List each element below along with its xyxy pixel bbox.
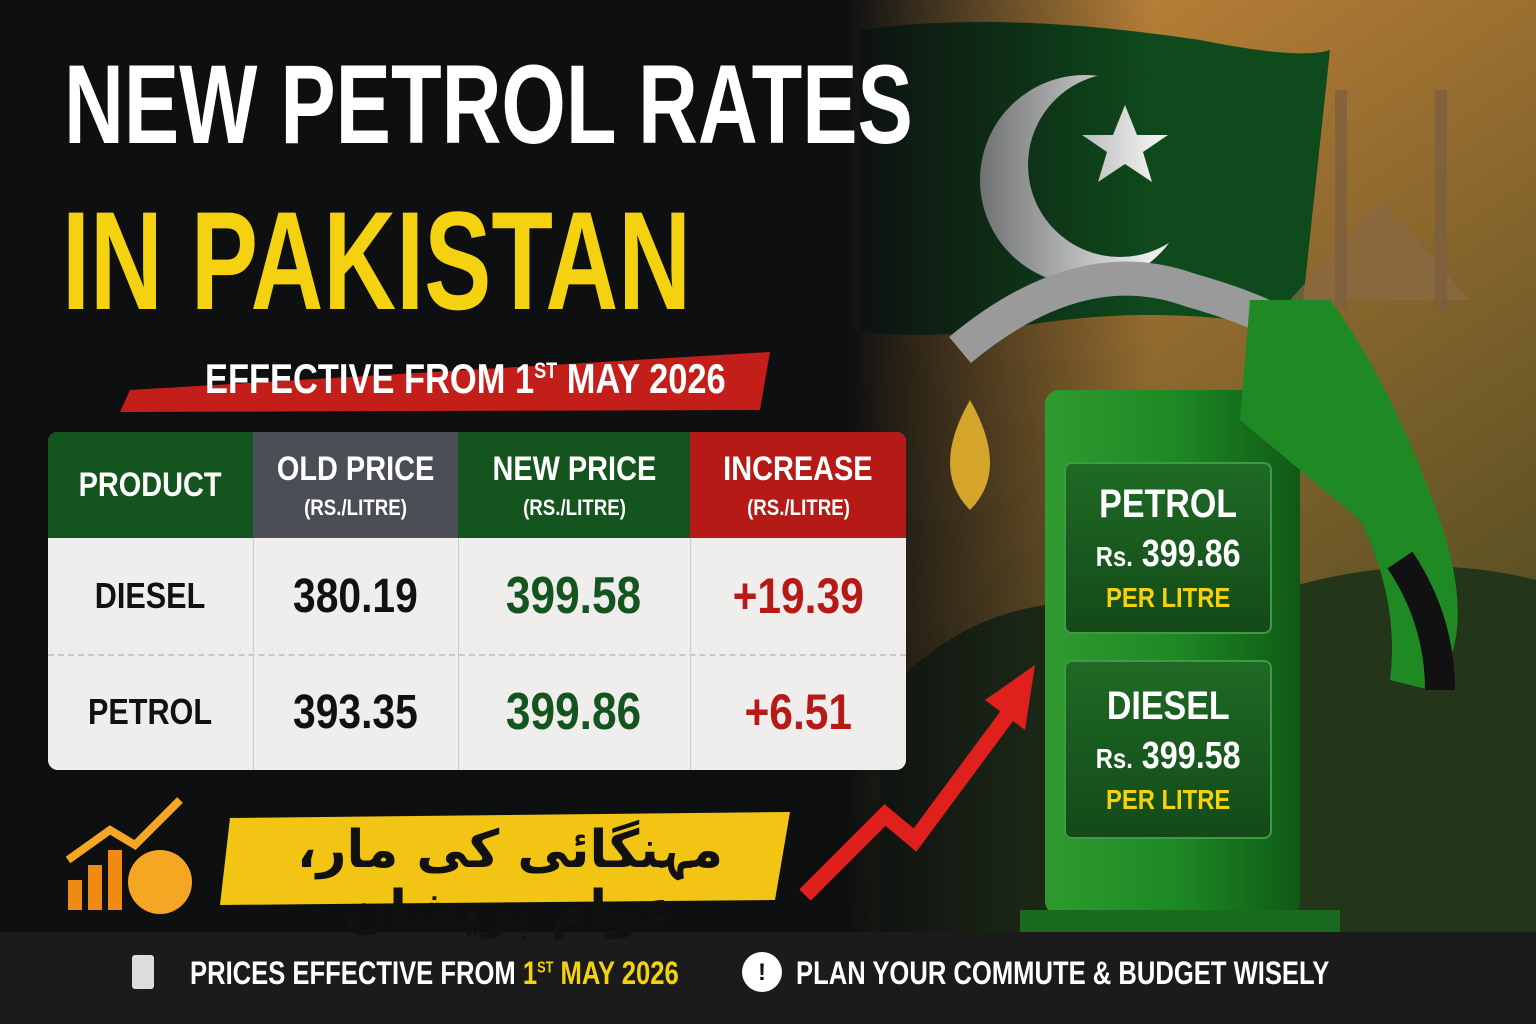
title-line1: NEW PETROL RATES [64, 42, 913, 167]
product-name: DIESEL [95, 575, 206, 616]
col-divider [253, 538, 254, 770]
footer-prefix: PRICES EFFECTIVE FROM [190, 955, 523, 991]
price-value: +6.51 [744, 684, 852, 740]
price-value: 399.58 [506, 567, 642, 625]
footer-left: PRICES EFFECTIVE FROM 1ST MAY 2026 [190, 955, 679, 992]
table-cell: +19.39 [690, 538, 906, 654]
sign-product: DIESEL [1106, 683, 1230, 728]
price-value: 399.86 [506, 683, 642, 741]
pump-sign: PETROL Rs. 399.86 PER LITRE [1064, 462, 1272, 634]
table-cell: +6.51 [690, 654, 906, 770]
footer-right: PLAN YOUR COMMUTE & BUDGET WISELY [796, 955, 1330, 991]
table-cell: 399.58 [458, 538, 690, 654]
sign-price-line: Rs. 399.86 [1096, 533, 1241, 576]
header-cell: NEW PRICE (RS./LITRE) [458, 432, 690, 538]
price-value: 393.35 [293, 685, 418, 739]
header-cell: OLD PRICE (RS./LITRE) [253, 432, 458, 538]
sign-price: 399.58 [1141, 734, 1241, 777]
sign-unit: PER LITRE [1105, 582, 1231, 613]
col-divider [690, 538, 691, 770]
sign-product: PETROL [1099, 482, 1237, 526]
row-divider [48, 654, 906, 656]
header-cell: PRODUCT [48, 432, 253, 538]
header-unit: (RS./LITRE) [522, 494, 626, 520]
header-title: INCREASE [723, 449, 873, 488]
col-divider [458, 538, 459, 770]
footer-date: MAY 2026 [560, 955, 679, 991]
table-cell: PETROL [48, 654, 253, 770]
sign-currency: Rs. [1095, 742, 1133, 774]
sign-unit: PER LITRE [1105, 783, 1231, 815]
product-name: PETROL [88, 691, 213, 732]
sign-price-line: Rs. 399.58 [1096, 735, 1241, 778]
table-cell: 399.86 [458, 654, 690, 770]
table-cell: 380.19 [253, 538, 458, 654]
title-line2: IN PAKISTAN [62, 182, 692, 339]
urdu-slogan: مہنگائی کی مار، عوام پریشان [296, 820, 724, 940]
header-title: NEW PRICE [492, 449, 656, 488]
sign-price: 399.86 [1141, 533, 1241, 575]
header-title: PRODUCT [79, 465, 222, 504]
effective-sup: ST [534, 358, 558, 383]
table-cell: 393.35 [253, 654, 458, 770]
footer-day: 1 [522, 955, 538, 991]
header-cell: INCREASE (RS./LITRE) [690, 432, 906, 538]
effective-prefix: EFFECTIVE FROM 1 [205, 355, 535, 402]
footer-sup: ST [537, 959, 554, 977]
price-table: PRODUCT OLD PRICE (RS./LITRE) NEW PRICE (R… [48, 432, 906, 770]
header-unit: (RS./LITRE) [746, 494, 850, 520]
effective-banner: EFFECTIVE FROM 1ST MAY 2026 [205, 355, 726, 403]
effective-suffix: MAY 2026 [566, 355, 726, 402]
price-value: 380.19 [293, 569, 418, 623]
pump-sign: DIESEL Rs. 399.58 PER LITRE [1064, 660, 1272, 839]
price-value: +19.39 [732, 568, 864, 624]
header-unit: (RS./LITRE) [304, 494, 407, 520]
svg-text:!: ! [758, 959, 766, 986]
table-cell: DIESEL [48, 538, 253, 654]
sign-currency: Rs. [1095, 541, 1133, 572]
header-title: OLD PRICE [276, 449, 435, 488]
